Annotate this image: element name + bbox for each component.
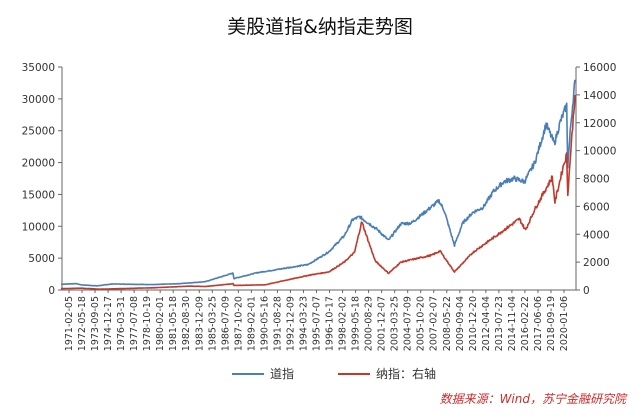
x-tick-label: 2017-06-06	[533, 296, 544, 351]
left-tick-label: 15000	[22, 189, 55, 201]
x-tick-label: 1974-12-17	[103, 296, 114, 351]
chart-axes: 0 5000 10000 15000 20000 25000 30000 35000 0 2000…	[22, 62, 617, 297]
right-tick-label: 2000	[583, 257, 610, 269]
x-tick-label: 2013-07-23	[494, 296, 505, 351]
x-tick-label: 1983-12-09	[194, 296, 205, 351]
x-axis-ticks: 1971-02-05 1972-05-18 1973-09-05 1974-12-17…	[64, 290, 570, 351]
x-tick-label: 2009-09-04	[455, 296, 466, 351]
x-tick-label: 2012-04-04	[481, 296, 492, 351]
left-tick-label: 25000	[22, 126, 55, 138]
x-tick-label: 2005-10-20	[416, 296, 427, 351]
x-tick-label: 1996-10-17	[325, 296, 336, 351]
right-tick-label: 8000	[583, 174, 610, 186]
left-tick-label: 5000	[28, 253, 55, 265]
x-tick-label: 1989-02-01	[246, 296, 257, 351]
x-tick-label: 1973-09-05	[90, 296, 101, 351]
right-tick-label: 14000	[583, 90, 616, 102]
left-tick-label: 0	[48, 285, 55, 297]
x-tick-label: 2018-09-19	[546, 296, 557, 351]
x-tick-label: 1971-02-05	[64, 296, 75, 351]
x-tick-label: 1992-12-09	[285, 296, 296, 351]
x-tick-label: 2003-03-25	[390, 296, 401, 351]
x-tick-label: 2001-12-07	[377, 296, 388, 351]
x-tick-label: 1987-10-20	[233, 296, 244, 351]
x-tick-label: 1995-07-07	[312, 296, 323, 351]
x-tick-label: 1980-02-01	[155, 296, 166, 351]
x-tick-label: 1986-07-09	[220, 296, 231, 351]
x-tick-label: 1985-03-25	[207, 296, 218, 351]
left-tick-label: 35000	[22, 62, 55, 74]
right-tick-label: 12000	[583, 118, 616, 130]
x-tick-label: 1999-05-18	[351, 296, 362, 351]
x-tick-label: 2010-12-20	[468, 296, 479, 351]
dow-jones-line	[60, 79, 576, 287]
x-tick-label: 2014-11-04	[507, 296, 518, 351]
x-tick-label: 2007-02-07	[429, 296, 440, 351]
left-tick-label: 20000	[22, 158, 55, 170]
right-tick-label: 10000	[583, 146, 616, 158]
x-tick-label: 1991-08-28	[272, 296, 283, 351]
right-tick-label: 16000	[583, 62, 616, 74]
x-tick-label: 1990-05-16	[259, 296, 270, 351]
chart-title: 美股道指&纳指走势图	[227, 16, 413, 38]
x-tick-label: 2016-02-22	[520, 296, 531, 351]
x-tick-label: 1998-02-02	[338, 296, 349, 351]
data-source-note: 数据来源：Wind，苏宁金融研究院	[439, 392, 626, 406]
x-tick-label: 2000-08-29	[364, 296, 375, 351]
x-tick-label: 1978-10-19	[142, 296, 153, 351]
legend-label: 纳指：右轴	[376, 366, 436, 381]
x-tick-label: 1994-03-23	[298, 296, 309, 351]
nasdaq-line	[60, 94, 576, 290]
right-tick-label: 4000	[583, 229, 610, 241]
x-tick-label: 1981-05-18	[168, 296, 179, 351]
x-tick-label: 1982-08-30	[181, 296, 192, 351]
x-tick-label: 1976-03-31	[116, 296, 127, 351]
legend-label: 道指	[270, 366, 294, 381]
x-tick-label: 2004-07-09	[403, 296, 414, 351]
right-tick-label: 0	[583, 285, 590, 297]
x-tick-label: 2008-05-22	[442, 296, 453, 351]
left-tick-label: 10000	[22, 221, 55, 233]
right-tick-label: 6000	[583, 201, 610, 213]
left-tick-label: 30000	[22, 94, 55, 106]
x-tick-label: 1977-07-08	[129, 296, 140, 351]
chart-legend: 道指 纳指：右轴	[232, 366, 436, 381]
x-tick-label: 1972-05-18	[77, 296, 88, 351]
chart-series	[60, 79, 576, 290]
x-tick-label: 2020-01-06	[559, 296, 570, 351]
